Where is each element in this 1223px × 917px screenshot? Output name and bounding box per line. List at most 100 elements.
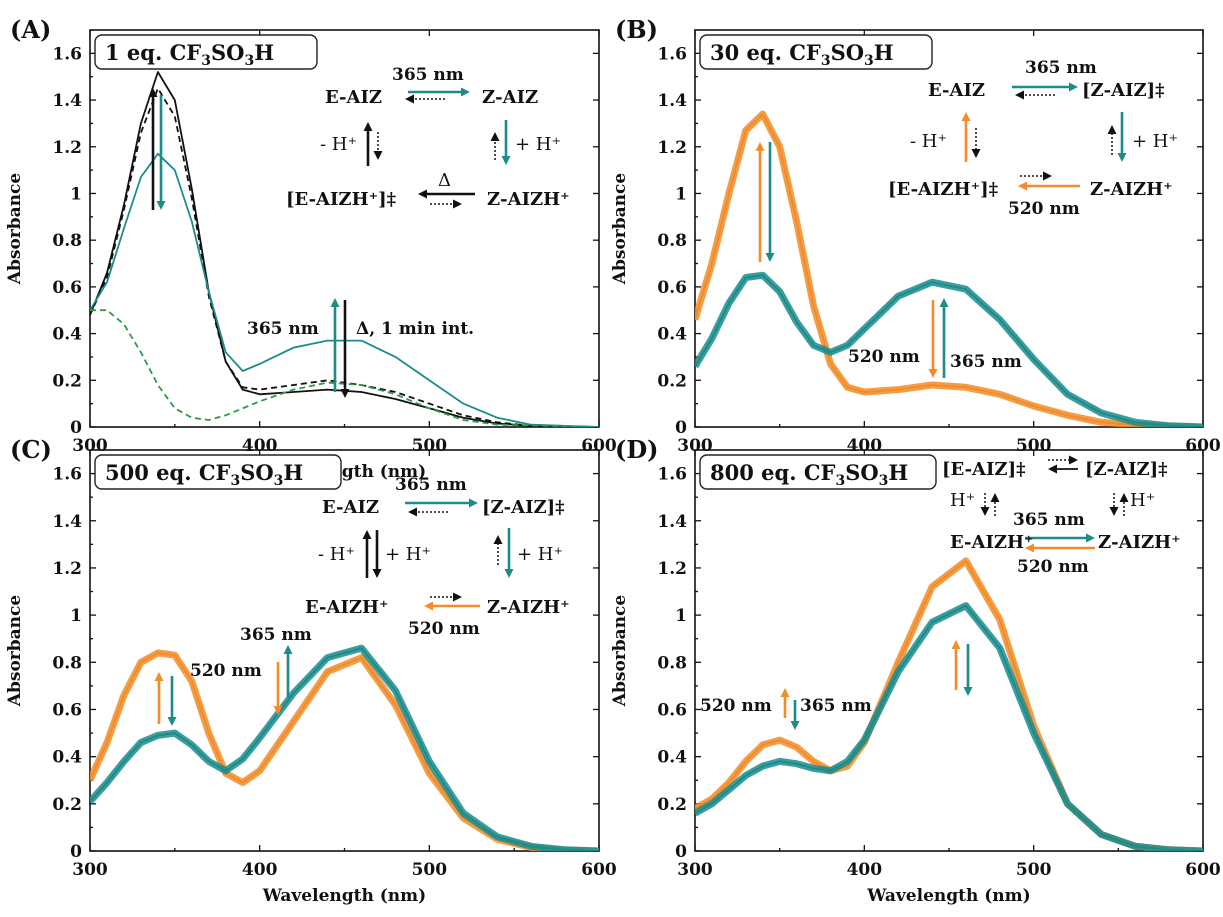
scheme-text: E-AIZH⁺ [950, 532, 1034, 553]
y-tick-label: 1 [70, 184, 82, 204]
annotation-text: 365 nm [1025, 58, 1097, 78]
y-tick-label: 1.6 [657, 44, 687, 64]
y-tick-label: 0 [675, 418, 687, 438]
y-tick-label: 0.2 [657, 371, 687, 391]
y-tick-label: 0.2 [52, 371, 82, 391]
condition-label: 800 eq. CF3SO3H [710, 460, 908, 489]
y-axis-label: Absorbance [610, 173, 630, 286]
condition-label-part: SO [240, 460, 273, 485]
arrow-head [1015, 90, 1024, 100]
scheme-text: [E-AIZH⁺]‡ [286, 189, 396, 210]
x-tick-label: 400 [242, 436, 278, 456]
y-axis-label: Absorbance [5, 173, 25, 286]
arrow-365-head [1069, 82, 1078, 92]
x-tick-label: 300 [72, 436, 108, 456]
y-tick-label: 0.2 [657, 795, 687, 815]
arrow-head [980, 507, 990, 516]
arrow-365-head [461, 87, 470, 97]
scheme-text: E-AIZ [928, 80, 985, 101]
arrow-head [453, 592, 462, 602]
scheme-text: + H⁺ [1132, 131, 1178, 152]
x-tick-label: 400 [242, 860, 278, 880]
condition-label-part: H [254, 40, 274, 65]
scheme-text: [E-AIZH⁺]‡ [888, 179, 998, 200]
y-tick-label: 1 [70, 606, 82, 626]
arrow-deprotonate-head [363, 122, 373, 131]
panel-3: 0 0.2 0.4 0.6 0.8 1 1.2 1.4 1.6 300 400 500 600 Absor… [610, 435, 1221, 906]
y-tick-label: 0.8 [657, 653, 687, 673]
arrow-b-vis-up-head [939, 298, 949, 307]
x-tick-label: 300 [677, 860, 713, 880]
x-axis-label: Wavelength (nm) [262, 886, 426, 906]
condition-label-part: 3 [835, 473, 845, 489]
y-tick-label: 1.4 [52, 91, 82, 111]
condition-label: 30 eq. CF3SO3H [710, 40, 894, 69]
scheme-text: [Z-AIZ]‡ [1082, 80, 1165, 101]
condition-label-part: H [888, 460, 908, 485]
series-line [90, 309, 599, 427]
annotation-text: 365 nm [1013, 510, 1085, 530]
scheme-text: [Z-AIZ]‡ [482, 497, 565, 518]
arrow-b-down-head [1117, 153, 1127, 162]
arrow-head [990, 493, 1000, 502]
arrow-520-head [424, 601, 433, 611]
annotation-text: 520 nm [190, 661, 262, 681]
y-tick-label: 1.2 [52, 559, 82, 579]
y-tick-label: 0.6 [52, 700, 82, 720]
arrow-vis-up-head [330, 298, 340, 307]
condition-label-part: 3 [201, 53, 211, 69]
x-tick-label: 600 [1185, 860, 1221, 880]
y-tick-label: 1.6 [52, 465, 82, 485]
arrow-b-peak-up-head [755, 142, 765, 151]
condition-label-part: 30 eq. CF [710, 40, 821, 65]
series-line-band [695, 271, 1203, 427]
y-tick-label: 0.8 [52, 653, 82, 673]
annotation-text: 520 nm [1008, 199, 1080, 219]
arrow-head [373, 151, 383, 160]
condition-label-part: 3 [274, 473, 284, 489]
scheme-text: + H⁺ [385, 544, 431, 565]
arrow-heat-head [418, 189, 427, 199]
arrow-head [1086, 533, 1095, 543]
condition-label-part: 800 eq. CF [710, 460, 836, 485]
panel-label: (D) [615, 435, 659, 464]
arrow-uv-down-head [156, 201, 166, 210]
condition-label-part: H [283, 460, 303, 485]
y-tick-label: 1.4 [657, 512, 687, 532]
scheme-text: Z-AIZH⁺ [487, 597, 570, 618]
arrow-protonate-head [501, 156, 511, 165]
arrow-head [1069, 455, 1078, 465]
y-tick-label: 0.4 [52, 748, 82, 768]
annotations [148, 82, 1129, 730]
x-tick-label: 500 [412, 860, 448, 880]
condition-box: 1 eq. CF3SO3H [94, 34, 318, 70]
series-group [90, 644, 599, 851]
arrow-head [408, 507, 417, 517]
y-tick-label: 1.6 [52, 44, 82, 64]
x-tick-label: 600 [581, 860, 617, 880]
scheme-text: Z-AIZH⁺ [487, 189, 570, 210]
annotation-text: 520 nm [408, 619, 480, 639]
arrow-b-vis-down-head [928, 369, 938, 378]
y-tick-label: 0.6 [52, 278, 82, 298]
y-tick-label: 1.6 [657, 465, 687, 485]
panel-label: (C) [10, 435, 52, 464]
arrow-head [963, 687, 973, 696]
arrow-vis-down-head [340, 389, 350, 398]
arrow-head [362, 530, 372, 539]
annotation-text: 365 nm [395, 475, 467, 495]
scheme-text: H⁺ [1130, 490, 1155, 511]
condition-label-part: 3 [244, 53, 254, 69]
condition-label: 500 eq. CF3SO3H [105, 460, 303, 489]
series-group [90, 71, 599, 427]
y-tick-label: 0.8 [657, 231, 687, 251]
condition-box-frame [94, 454, 342, 490]
x-axis-label: Wavelength (nm) [866, 886, 1030, 906]
series-group [695, 557, 1203, 851]
y-tick-label: 1.2 [657, 138, 687, 158]
y-tick-label: 0.4 [657, 748, 687, 768]
condition-label-part: 3 [879, 473, 889, 489]
condition-box-frame [699, 454, 937, 490]
panel-label: (A) [10, 15, 51, 44]
